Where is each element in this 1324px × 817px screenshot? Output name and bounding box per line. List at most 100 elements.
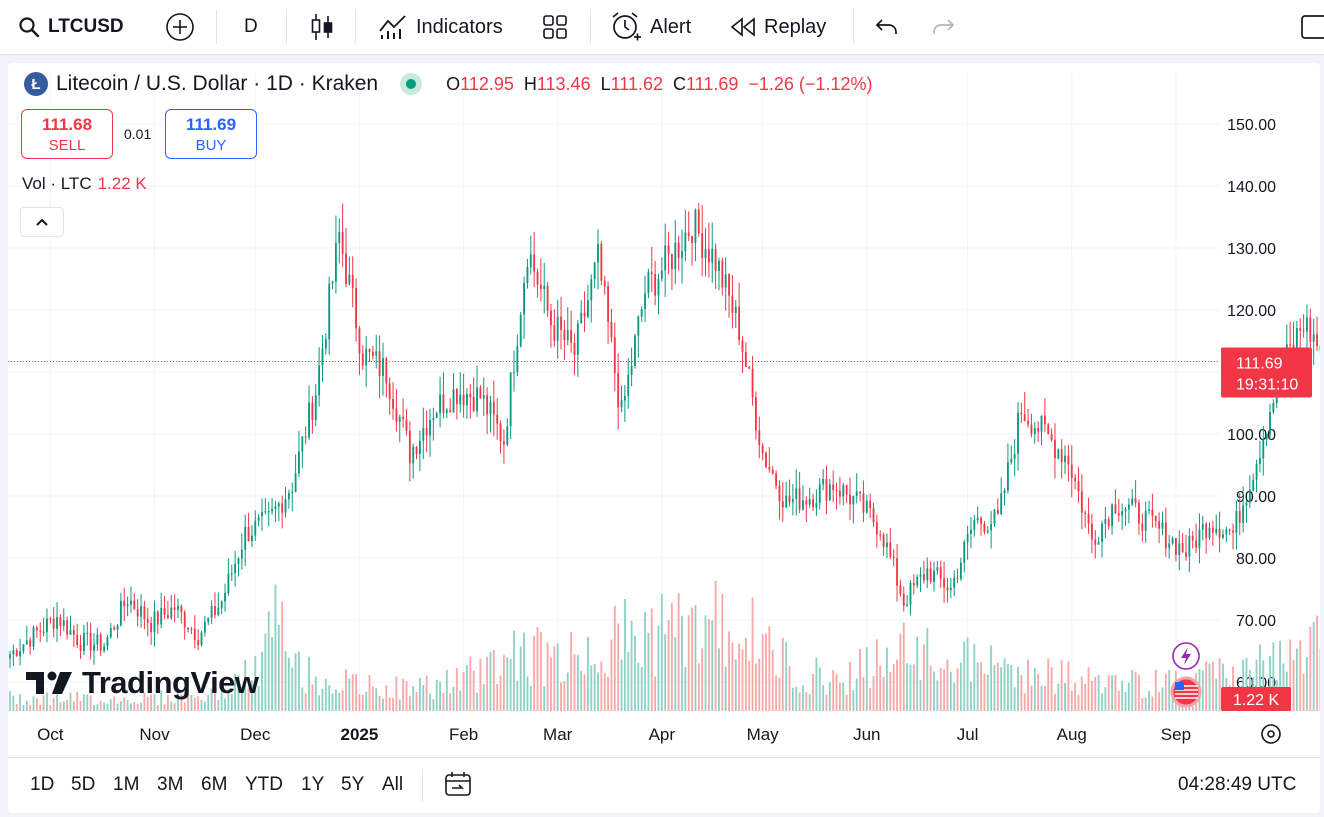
volume-bar	[949, 671, 952, 711]
candle-body	[1171, 538, 1174, 544]
volume-bar	[640, 666, 643, 711]
volume-bar	[865, 647, 868, 711]
candle-body	[580, 312, 583, 324]
volume-bar	[570, 631, 573, 711]
volume-bar	[19, 694, 22, 711]
candle-body	[1252, 479, 1255, 491]
range-3m[interactable]: 3M	[157, 774, 184, 795]
candle-body	[382, 358, 384, 376]
volume-bar	[896, 659, 898, 711]
replay-button[interactable]: Replay	[730, 8, 826, 46]
candle-body	[1319, 346, 1320, 351]
candle-body	[677, 242, 680, 258]
candle-body	[788, 495, 791, 503]
volume-bar	[324, 678, 327, 711]
volume-bar	[563, 681, 566, 711]
fullscreen-button[interactable]	[1300, 8, 1324, 46]
candle-body	[308, 402, 310, 438]
buy-button[interactable]: 111.69 BUY	[165, 109, 257, 159]
volume-bar	[1154, 669, 1157, 711]
sell-button[interactable]: 111.68 SELL	[21, 109, 113, 159]
volume-bar	[133, 701, 136, 711]
candle-body	[889, 542, 892, 557]
candle-body	[607, 286, 610, 322]
candle-body	[919, 574, 922, 577]
candle-body	[1080, 491, 1083, 513]
volume-bar	[889, 671, 892, 711]
symbol-search[interactable]: LTCUSD	[18, 8, 124, 46]
candle-body	[681, 251, 683, 258]
undo-button[interactable]	[874, 8, 900, 46]
range-1y[interactable]: 1Y	[301, 774, 325, 795]
range-1m[interactable]: 1M	[113, 774, 140, 795]
layouts-button[interactable]	[542, 8, 568, 46]
volume-bar	[422, 684, 425, 711]
volume-bar	[576, 655, 579, 711]
alert-button[interactable]: Alert	[610, 8, 691, 46]
candle-body	[187, 627, 190, 630]
volume-bar	[412, 686, 415, 711]
date-range-button[interactable]	[443, 770, 473, 805]
candle-body	[1017, 412, 1019, 454]
countdown-value: 19:31:10	[1236, 377, 1298, 394]
candle-body	[637, 316, 640, 336]
volume-bar	[748, 660, 751, 711]
candle-body	[1000, 493, 1003, 515]
volume-bar	[314, 676, 317, 711]
clock-time[interactable]: 04:28:49 UTC	[1178, 774, 1297, 795]
volume-bar	[509, 658, 512, 711]
volume-bar	[553, 646, 556, 711]
candle-body	[529, 254, 532, 267]
volume-bar	[684, 667, 687, 711]
range-ytd[interactable]: YTD	[245, 774, 283, 795]
collapse-legend-button[interactable]	[20, 207, 64, 237]
volume-bar	[815, 657, 818, 711]
volume-bar	[536, 626, 539, 711]
candle-body	[19, 651, 22, 657]
volume-bar	[106, 703, 109, 711]
volume-bar	[936, 680, 939, 711]
volume-bar	[1279, 640, 1282, 711]
volume-bar	[1020, 675, 1023, 711]
compare-button[interactable]	[165, 8, 195, 46]
volume-bar	[1141, 698, 1144, 711]
candle-body	[970, 529, 972, 535]
indicators-button[interactable]: Indicators	[378, 8, 503, 46]
volume-bar	[442, 693, 445, 711]
volume-bar	[405, 681, 408, 711]
volume-bar	[15, 703, 18, 711]
volume-bar	[533, 635, 536, 711]
price-chart[interactable]: 60.0070.0080.0090.00100.00120.00130.0014…	[8, 63, 1320, 757]
candle-body	[1127, 504, 1130, 510]
candle-body	[909, 582, 912, 605]
volume-bar	[731, 642, 734, 711]
range-1d[interactable]: 1D	[30, 774, 55, 795]
candle-body	[849, 494, 851, 505]
chart-panel[interactable]: 60.0070.0080.0090.00100.00120.00130.0014…	[8, 63, 1320, 813]
range-all[interactable]: All	[382, 774, 404, 795]
range-5y[interactable]: 5Y	[341, 774, 365, 795]
volume-bar	[284, 651, 287, 711]
candle-body	[691, 236, 694, 244]
y-tick-label: 70.00	[1236, 613, 1276, 630]
chart-type-button[interactable]	[310, 8, 334, 46]
candle-body	[963, 541, 966, 563]
change-value: −1.26 (−1.12%)	[748, 73, 873, 94]
range-5d[interactable]: 5D	[71, 774, 96, 795]
candle-body	[143, 606, 146, 620]
candle-body	[704, 248, 707, 259]
volume-bar	[1104, 687, 1107, 711]
candle-body	[86, 632, 89, 634]
range-6m[interactable]: 6M	[201, 774, 228, 795]
candle-body	[244, 526, 247, 550]
redo-button[interactable]	[930, 8, 956, 46]
volume-bar	[183, 702, 186, 711]
market-status-icon[interactable]	[400, 73, 423, 95]
candle-body	[761, 445, 764, 454]
candle-body	[220, 601, 223, 608]
volume-bar	[1316, 615, 1318, 711]
volume-bar	[1114, 674, 1117, 711]
candle-body	[284, 499, 287, 513]
candle-body	[224, 593, 226, 602]
interval-button[interactable]: D	[244, 8, 258, 46]
